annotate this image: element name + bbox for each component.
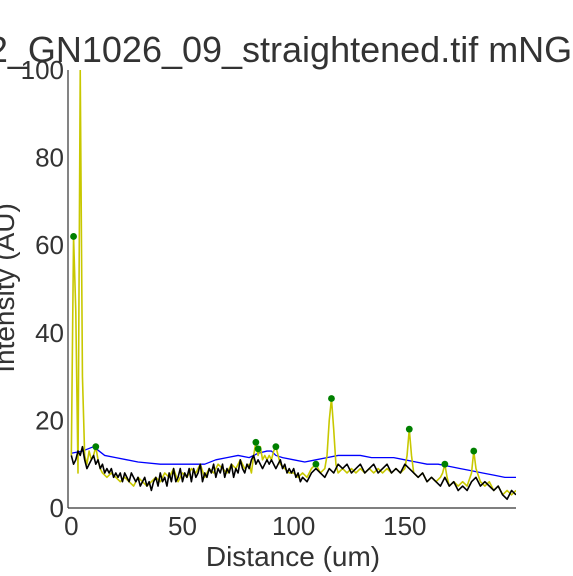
y-tick-label: 40 [35,318,64,348]
peak-marker [312,460,320,468]
peak-marker [405,425,413,433]
y-axis-label: Intensity (AU) [0,203,20,373]
peak-marker [470,447,478,455]
peak-marker [252,438,260,446]
peak-marker [92,443,100,451]
x-tick-label: 0 [64,511,78,541]
peak-marker [70,233,77,240]
axes: 0 50 100 150 0 20 40 60 80 100 [21,55,516,541]
y-tick-label: 20 [35,405,64,435]
x-tick-label: 100 [272,511,315,541]
y-tick-label: 80 [35,143,64,173]
peak-marker [272,443,280,451]
series-line-signal [70,70,516,496]
chart-title: 02_GN1026_09_straightened.tif mNG [0,29,572,70]
y-tick-label: 60 [35,230,64,260]
y-tick-label: 0 [50,493,64,523]
peak-marker [254,445,262,453]
plot-area [70,70,516,501]
x-tick-label: 50 [168,511,197,541]
x-tick-label: 150 [383,511,426,541]
series-line-background [70,445,516,501]
x-axis-label: Distance (um) [206,541,380,572]
y-tick-label: 100 [21,55,64,85]
peak-marker [328,395,335,402]
peak-marker [441,460,449,468]
